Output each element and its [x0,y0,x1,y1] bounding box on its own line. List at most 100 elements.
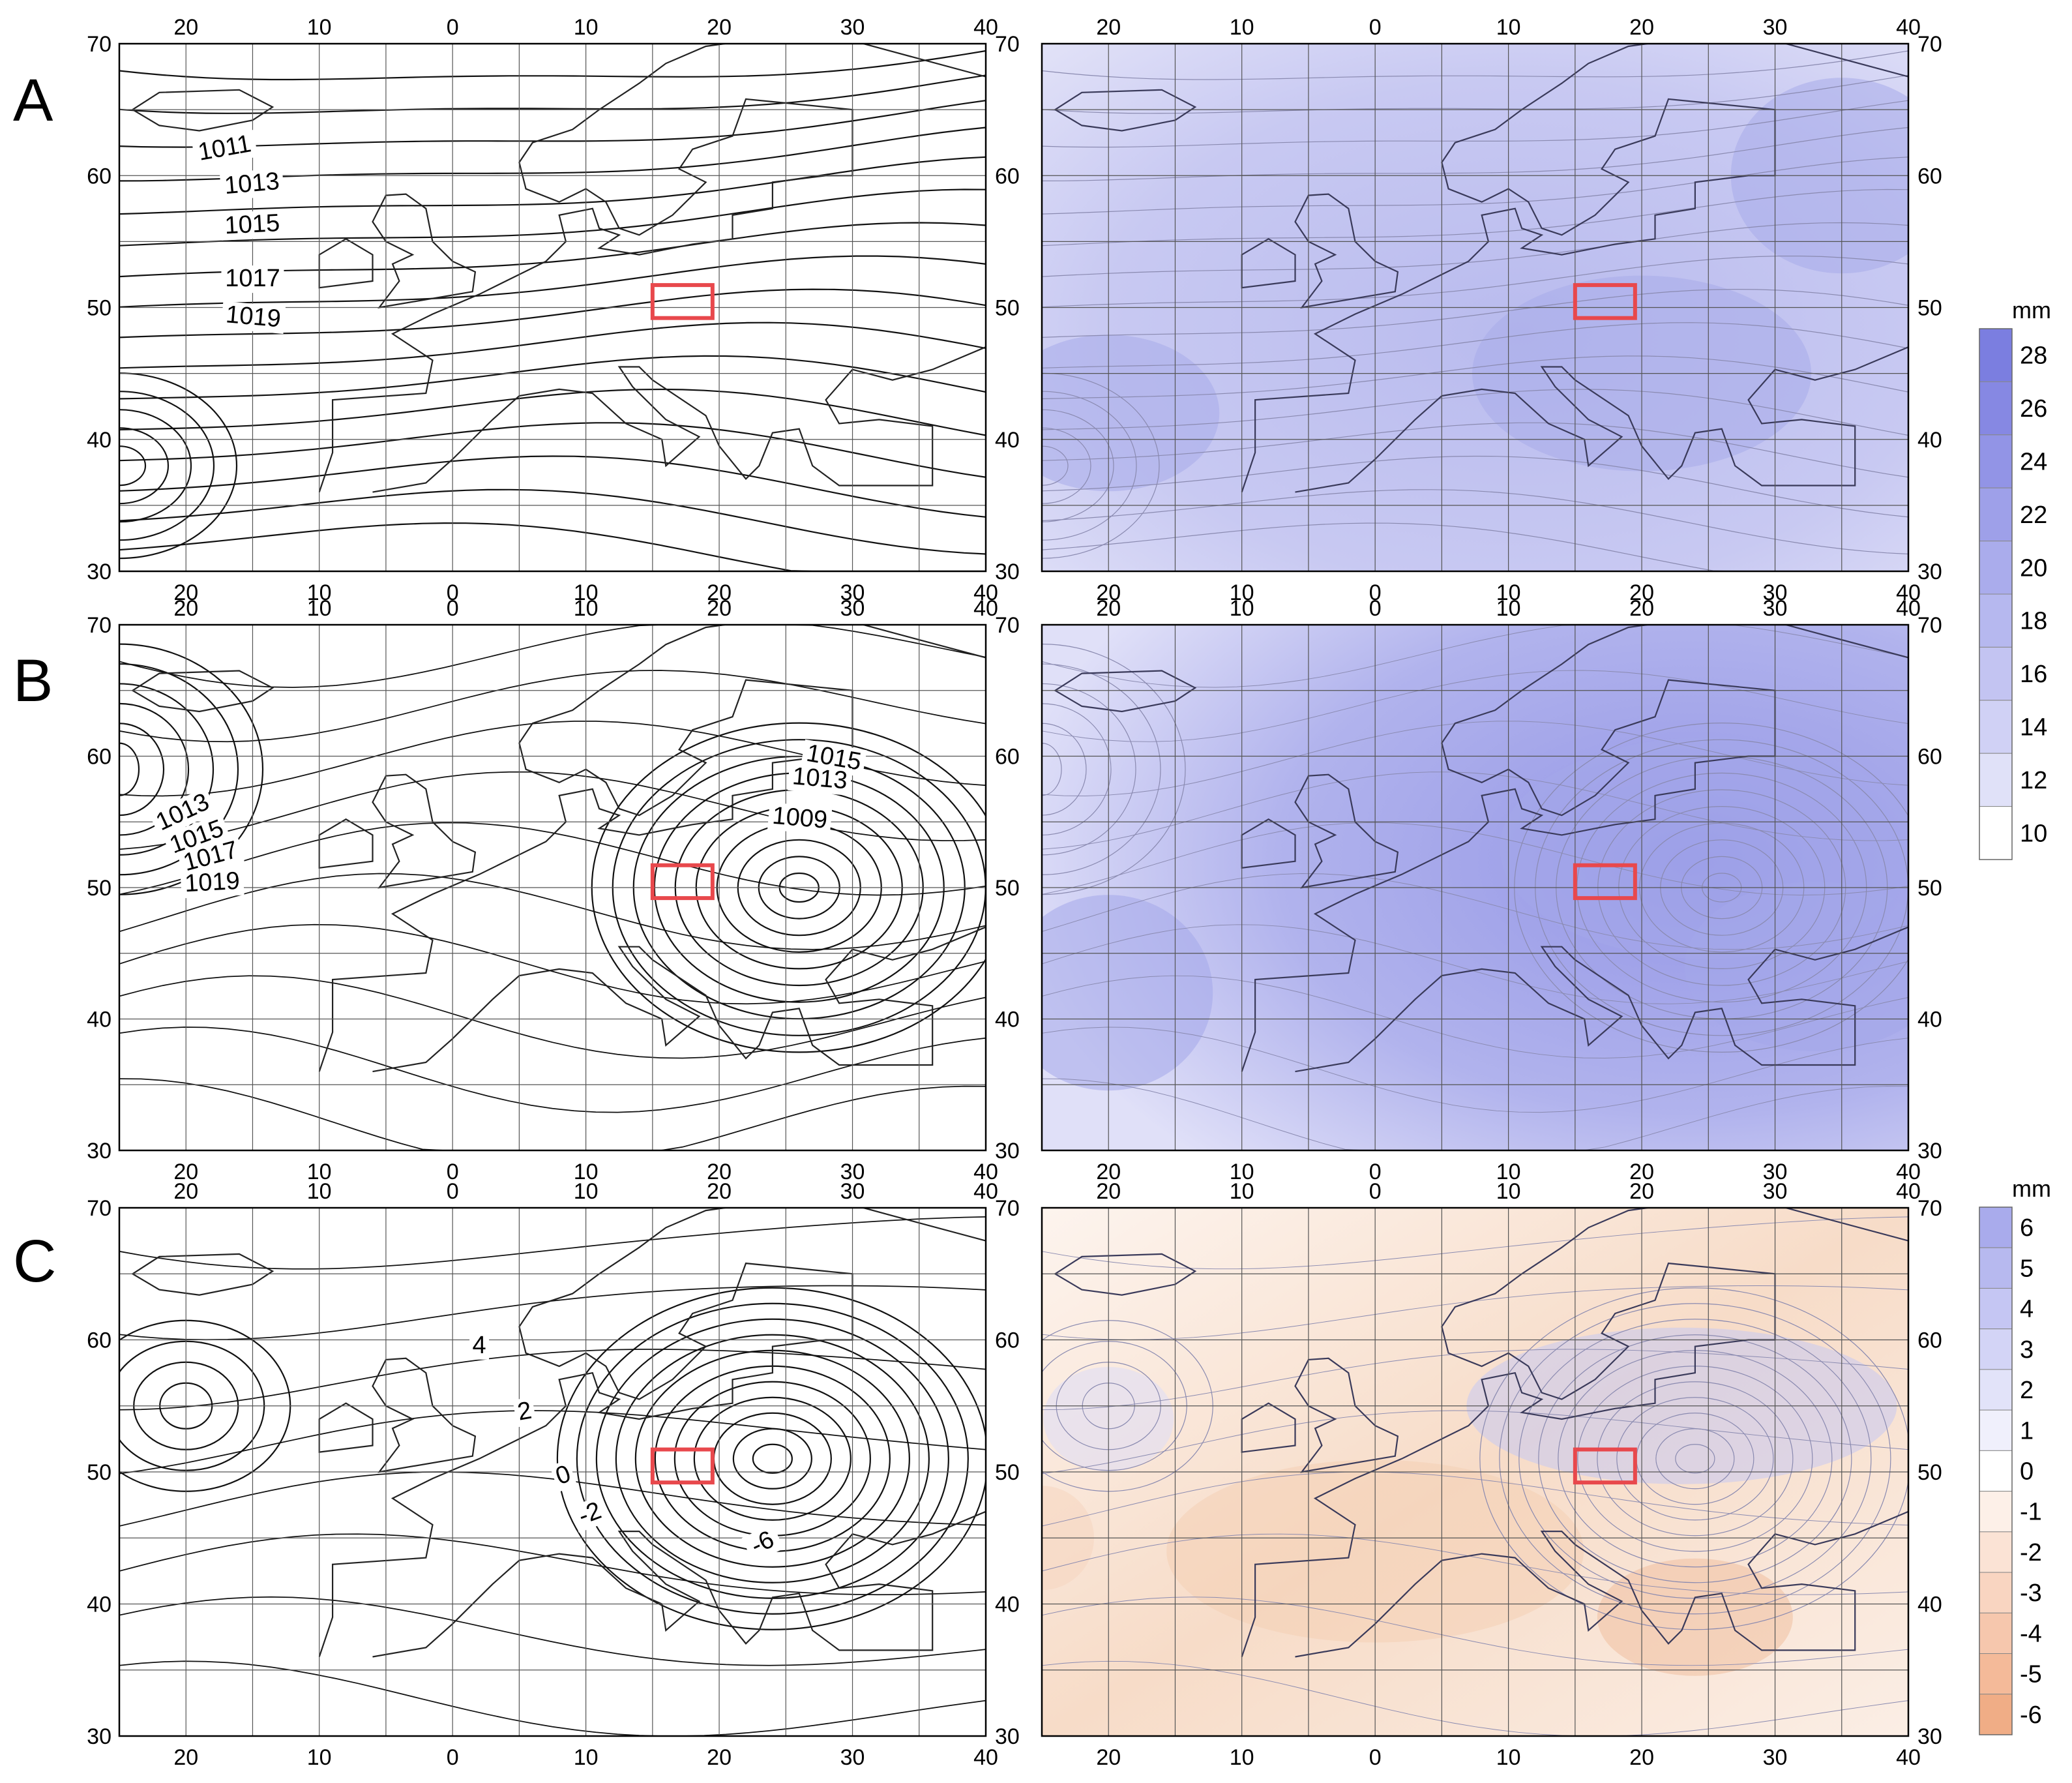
lon-tick-label-bottom: 20 [173,1160,198,1184]
colorbar-label: 3 [2020,1336,2034,1364]
isobar-line [1042,157,1908,215]
isobar-line [119,355,986,400]
colorbar-label: 10 [2020,820,2047,847]
island-outline [1294,1357,1399,1473]
isobar-line [119,288,986,338]
map-frame [118,623,987,1152]
lat-tick-label-right: 70 [1917,613,1942,638]
graticule [1042,625,1908,1150]
lat-tick-label-left: 30 [87,1724,111,1749]
colorbar-label: 1 [2020,1417,2034,1445]
lat-tick-label-right: 60 [995,164,1020,188]
lon-tick-label-bottom: 20 [173,580,198,605]
lon-tick-label-top: 20 [1096,1179,1121,1204]
isobar-line [1042,256,1908,308]
lon-tick-label-bottom: 10 [574,580,599,605]
lon-tick-label-bottom: 40 [973,1160,998,1184]
colorbar-label: -1 [2020,1499,2042,1526]
isobar-line [119,422,986,478]
lon-tick-label-top: 20 [1096,15,1121,40]
isobar-ring [1499,1303,1891,1615]
lat-tick-label-right: 40 [1917,1593,1942,1617]
isobar-label: 1019 [220,301,286,334]
lon-tick-label-top: 20 [1629,15,1654,40]
colorbar-frame [1979,1206,2013,1735]
isobar-line [1042,873,1908,950]
lon-tick-label-top: 0 [447,15,459,40]
map-frame [1041,42,1910,573]
isobar-label-text: 1019 [184,867,241,897]
isobar-ring [119,742,140,796]
island-outline [372,773,477,889]
lat-tick-label-right: 30 [995,560,1020,584]
isobar-ring [1675,1444,1715,1474]
colorbar-label: 18 [2020,608,2047,635]
isobar-ring [119,427,170,505]
isobar-line [1042,670,1908,742]
lon-tick-label-bottom: 20 [1629,580,1654,605]
isobar-label: 4 [469,1332,490,1360]
lon-tick-label-bottom: 0 [447,580,459,605]
colorbar-swatch [1979,1206,2013,1248]
colorbar-label: -6 [2020,1701,2042,1729]
graticule [1042,1208,1908,1736]
isobar-label-bg [549,1459,578,1492]
isobar-line [1042,389,1908,436]
lon-tick-label-top: 10 [574,1179,599,1204]
lat-tick-label-right: 60 [1917,745,1942,770]
isobar-label: 1017 [221,265,284,293]
isobar-line [1042,975,1908,1058]
lon-tick-label-bottom: 10 [1496,1160,1521,1184]
lat-tick-label-right: 60 [995,745,1020,770]
isobar-ring [1042,409,1114,522]
lon-tick-label-top: 10 [1496,1179,1521,1204]
lat-tick-label-left: 50 [87,1460,111,1485]
isobar-ring [1042,743,1062,796]
lon-tick-label-bottom: 40 [973,580,998,605]
isobar-line [119,522,986,571]
colorbar-label: 22 [2020,502,2047,529]
lon-tick-label-top: 10 [307,15,332,40]
lon-tick-label-bottom: 30 [1763,580,1788,605]
lon-tick-label-bottom: 10 [574,1745,599,1770]
lon-tick-label-bottom: 30 [1763,1160,1788,1184]
lon-tick-label-top: 20 [1629,1179,1654,1204]
colorbar-swatch [1979,806,2013,860]
lat-tick-label-left: 60 [87,745,111,770]
lat-tick-label-left: 40 [87,1593,111,1617]
island-outline [1054,89,1197,132]
lat-tick-label-right: 70 [995,1196,1020,1221]
isobar-label-text: 4 [472,1332,486,1359]
lat-tick-label-right: 60 [1917,1328,1942,1353]
lon-tick-label-bottom: 10 [1496,1745,1521,1770]
isobar-label: 1009 [767,802,833,835]
study-area-box [1573,1447,1637,1485]
colorbar-frame [1979,328,2013,860]
colorbar-label: 16 [2020,661,2047,688]
lat-tick-label-right: 50 [1917,876,1942,901]
isobar-label: 1015 [220,209,284,241]
lon-tick-label-top: 10 [1496,15,1521,40]
graticule [119,1208,986,1736]
isobar-label-text: 1017 [225,265,280,292]
lat-tick-label-left: 40 [87,428,111,453]
isobar-ring [1538,1334,1852,1583]
graticule [119,625,986,1150]
map-frame [1041,623,1910,1152]
row-letter-c: C [13,1228,56,1295]
isobar-line [1042,355,1908,400]
lat-tick-label-right: 50 [995,876,1020,901]
isobar-ring [119,663,239,876]
isobar-label: 1013 [787,762,853,796]
lon-tick-label-top: 30 [1763,15,1788,40]
lon-tick-label-top: 0 [1369,15,1382,40]
isobar-label-bg [221,265,284,293]
lon-tick-label-top: 40 [1896,596,1921,621]
lon-tick-label-bottom: 40 [1896,1745,1921,1770]
colorbar-label: 14 [2020,714,2047,742]
isobar-label-bg [162,814,231,862]
island-outline [1054,1253,1197,1296]
isobar-ring [119,702,190,836]
